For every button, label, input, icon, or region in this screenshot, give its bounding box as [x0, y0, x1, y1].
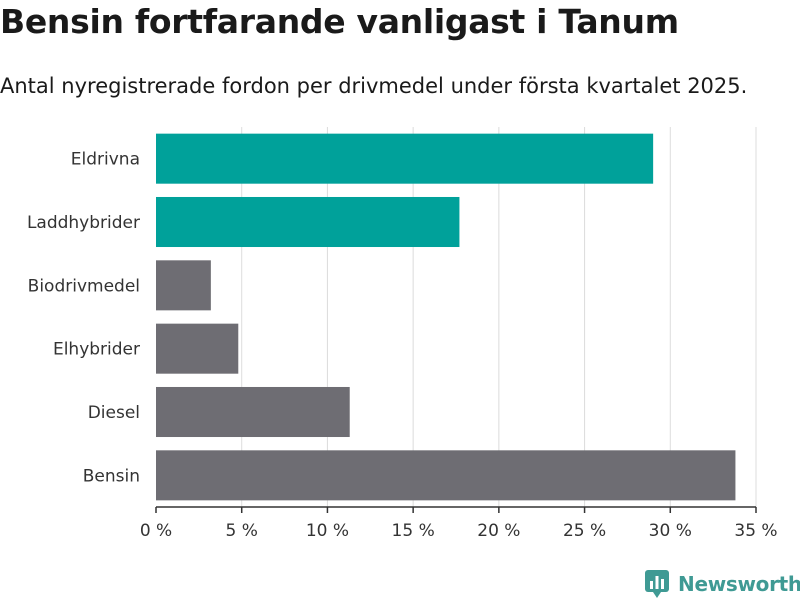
category-label: Eldrivna — [71, 150, 140, 170]
brand-name: Newsworthy — [678, 572, 800, 596]
brand-logo: Newsworthy — [644, 568, 800, 600]
x-tick-label: 0 % — [140, 521, 172, 541]
x-tick-label: 25 % — [563, 521, 606, 541]
x-tick-label: 30 % — [649, 521, 692, 541]
chart-title: Bensin fortfarande vanligast i Tanum — [0, 2, 679, 41]
bar — [156, 323, 239, 374]
newsworthy-logo-icon — [645, 570, 669, 598]
bar — [156, 450, 736, 501]
bar — [156, 386, 350, 438]
x-tick-label: 15 % — [392, 521, 435, 541]
category-label: Biodrivmedel — [28, 276, 140, 296]
x-tick-label: 5 % — [226, 521, 258, 541]
x-tick-label: 35 % — [734, 521, 777, 541]
category-label: Laddhybrider — [27, 213, 140, 233]
category-label: Bensin — [83, 466, 140, 486]
bar — [156, 133, 654, 184]
x-tick-label: 10 % — [306, 521, 349, 541]
bar — [156, 260, 211, 311]
category-label: Diesel — [88, 403, 140, 423]
bar-chart: Eldrivna Laddhybrider Biodrivmedel Elhybrid… — [27, 127, 778, 541]
x-tick-label: 20 % — [477, 521, 520, 541]
bar — [156, 196, 460, 248]
chart-subtitle: Antal nyregistrerade fordon per drivmede… — [0, 74, 748, 98]
category-label: Elhybrider — [53, 340, 140, 360]
